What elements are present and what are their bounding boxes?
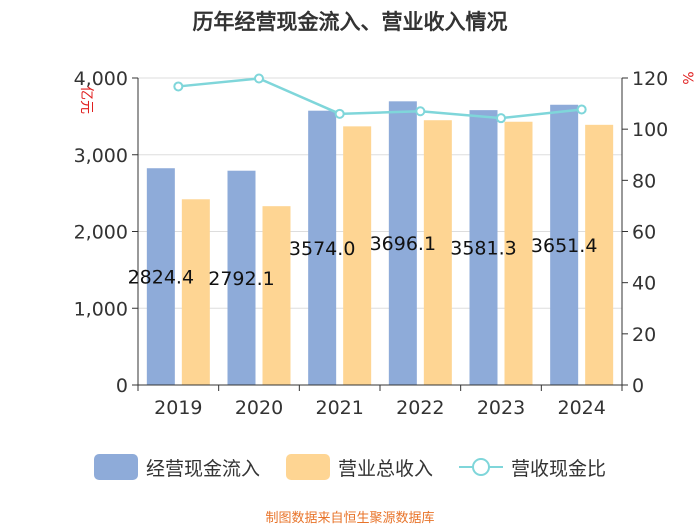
x-tick-label: 2022: [396, 397, 444, 419]
ratio-point: [415, 106, 426, 117]
data-label-cash-inflow: 2792.1: [208, 268, 274, 290]
x-tick-label: 2019: [154, 397, 202, 419]
right-tick-label: 100: [632, 119, 668, 141]
legend: 经营现金流入 营业总收入 营收现金比: [0, 452, 700, 482]
gridlines: [132, 77, 628, 391]
source-note: 制图数据来自恒生聚源数据库: [265, 511, 435, 526]
right-tick-label: 0: [632, 375, 644, 397]
right-tick-label: 120: [632, 68, 668, 90]
right-tick-label: 40: [632, 273, 656, 295]
data-label-cash-inflow: 2824.4: [128, 267, 194, 289]
data-label-cash-inflow: 3651.4: [531, 235, 597, 257]
bar-revenue: [504, 121, 533, 385]
ratio-point: [334, 108, 345, 119]
ratio-point: [576, 104, 587, 115]
legend-item-revenue[interactable]: 营业总收入: [285, 454, 433, 481]
legend-line-marker-icon: [459, 458, 503, 476]
ratio-point: [173, 81, 184, 92]
bar-revenue: [262, 206, 291, 385]
bar-revenue: [423, 120, 452, 386]
chart-canvas: 2824.4 2792.1 3574.0 3696.1 3581.3 3651.4 0 1,…: [74, 68, 695, 419]
bar-revenue: [343, 126, 372, 385]
bar-revenue: [585, 124, 614, 385]
bar-revenue: [181, 199, 210, 385]
ratio-line: [173, 73, 587, 124]
right-tick-label: 60: [632, 222, 656, 244]
bars: [146, 101, 614, 386]
bar-cash-inflow: [146, 168, 175, 385]
x-tick-label: 2023: [477, 397, 525, 419]
ratio-line-path: [178, 77, 582, 120]
tick-labels: 0 1,000 2,000 3,000 4,000 0 20 40 60 80 100 120 2019…: [74, 68, 669, 419]
left-axis-unit: 亿元: [78, 86, 94, 114]
bar-cash-inflow: [227, 170, 256, 385]
x-tick-label: 2021: [315, 397, 363, 419]
left-tick-label: 4,000: [74, 68, 128, 90]
bar-cash-inflow: [388, 101, 417, 385]
legend-swatch-cash-inflow: [93, 454, 138, 480]
axes: [137, 78, 623, 386]
right-tick-label: 80: [632, 170, 656, 192]
bar-cash-inflow: [550, 104, 579, 385]
ratio-point: [254, 73, 264, 84]
data-label-cash-inflow: 3696.1: [370, 233, 436, 255]
x-tick-label: 2020: [235, 397, 283, 419]
left-tick-label: 1,000: [74, 298, 128, 320]
legend-item-ratio[interactable]: 营收现金比: [459, 454, 606, 481]
right-tick-label: 20: [632, 324, 656, 346]
left-tick-label: 0: [116, 375, 128, 397]
data-label-cash-inflow: 3574.0: [289, 238, 355, 260]
legend-label-ratio: 营收现金比: [511, 457, 607, 480]
bar-cash-inflow: [308, 110, 337, 386]
left-tick-label: 2,000: [74, 222, 128, 244]
data-labels: 2824.4 2792.1 3574.0 3696.1 3581.3 3651.4: [128, 233, 598, 290]
bar-cash-inflow: [469, 110, 498, 385]
left-tick-label: 3,000: [74, 145, 128, 167]
x-tick-label: 2024: [557, 397, 605, 419]
ratio-point: [496, 113, 506, 124]
legend-label-cash-inflow: 经营现金流入: [145, 457, 260, 480]
legend-item-cash-inflow[interactable]: 经营现金流入: [93, 454, 260, 481]
right-axis-unit: %: [679, 71, 695, 84]
legend-label-revenue: 营业总收入: [337, 457, 433, 480]
data-label-cash-inflow: 3581.3: [450, 238, 516, 260]
legend-swatch-revenue: [285, 454, 330, 480]
chart-title: 历年经营现金流入、营业收入情况: [192, 10, 508, 34]
